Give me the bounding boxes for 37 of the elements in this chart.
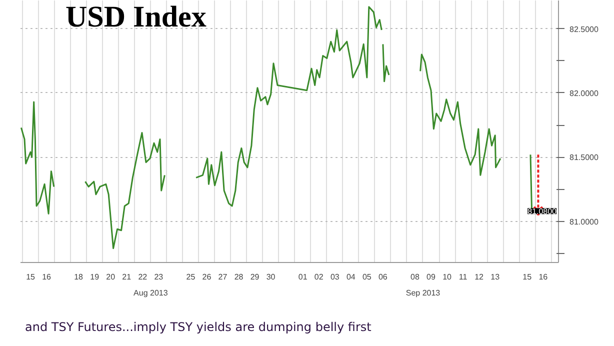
x-tick-label: 01: [298, 272, 308, 282]
y-tick-label: 82.0000: [570, 88, 599, 98]
x-tick-label: 16: [538, 272, 548, 282]
x-tick-label: 05: [362, 272, 372, 282]
chart-title: USD Index: [66, 0, 206, 34]
x-tick-label: 18: [74, 272, 84, 282]
x-tick-label: 21: [122, 272, 132, 282]
x-tick-label: 26: [202, 272, 212, 282]
x-tick-label: 19: [90, 272, 100, 282]
x-tick-label: 22: [138, 272, 148, 282]
x-tick-label: 09: [426, 272, 436, 282]
y-tick-label: 82.5000: [570, 24, 599, 34]
x-tick-label: 13: [490, 272, 500, 282]
y-tick-label: 81.0000: [570, 217, 599, 226]
x-tick-label: 04: [346, 272, 356, 282]
x-tick-label: 27: [218, 272, 228, 282]
text: Aug 2013: [134, 288, 168, 298]
x-tick-label: 28: [234, 272, 244, 282]
x-tick-label: 11: [458, 272, 468, 282]
x-tick-label: 02: [314, 272, 324, 282]
x-tick-label: 06: [378, 272, 388, 282]
x-tick-label: 03: [330, 272, 340, 282]
x-tick-label: 30: [266, 272, 276, 282]
x-tick-label: 20: [106, 272, 116, 282]
x-tick-label: 25: [186, 272, 196, 282]
x-tick-label: 08: [410, 272, 420, 282]
x-tick-label: 10: [442, 272, 452, 282]
x-tick-label: 29: [250, 272, 260, 282]
y-tick-label: 81.5000: [570, 153, 599, 162]
x-tick-label: 15: [26, 272, 36, 282]
x-tick-label: 16: [42, 272, 52, 282]
x-tick-label: 12: [474, 272, 484, 282]
x-tick-label: 15: [522, 272, 532, 282]
text: and TSY Futures...imply TSY yields are dumping belly first: [25, 319, 372, 336]
text: Sep 2013: [406, 288, 441, 298]
annotation: 81.0800: [528, 207, 558, 216]
x-tick-label: 23: [154, 272, 164, 282]
